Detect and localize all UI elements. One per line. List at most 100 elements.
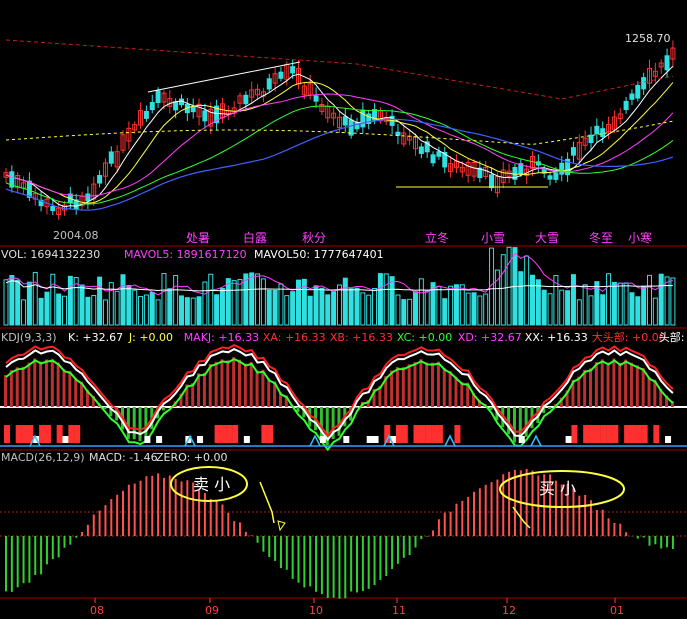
candle	[149, 101, 155, 111]
volume-bar	[641, 285, 647, 326]
volume-bar	[32, 271, 38, 326]
kdj-red-bar	[571, 379, 575, 407]
ma60-line	[5, 118, 674, 211]
kdj-top-block	[44, 425, 51, 443]
volume-bar	[518, 271, 524, 326]
kdj-top-block	[395, 425, 402, 443]
volume-bar	[114, 290, 120, 326]
mavol50-legend: MAVOL50: 1777647401	[254, 248, 384, 261]
candle	[448, 163, 454, 173]
kdj-red-bar	[431, 362, 435, 407]
candle	[290, 66, 296, 74]
kdj-top-block	[600, 425, 607, 443]
volume-bar	[243, 273, 249, 326]
kdj-green-bar	[337, 407, 341, 436]
candle	[214, 105, 220, 124]
kdj-top-block	[606, 425, 613, 443]
kdj-red-bar	[91, 395, 95, 407]
ma30-line	[5, 105, 674, 205]
volume-bar	[658, 273, 664, 326]
kdj-mark-block	[243, 436, 250, 443]
kdj-legend-item: K: +32.67	[68, 331, 123, 344]
volume-bar	[319, 287, 325, 326]
volume-bar	[155, 299, 161, 326]
kdj-red-bar	[243, 363, 247, 407]
kdj-legend-item: XD: +32.67	[458, 331, 522, 344]
kdj-red-bar	[15, 367, 19, 407]
kdj-red-bar	[284, 395, 288, 407]
kdj-red-bar	[220, 359, 224, 407]
kdj-green-bar	[548, 407, 552, 410]
candle	[342, 116, 348, 126]
solar-term-label: 大雪	[535, 231, 559, 245]
volume-bar	[325, 294, 331, 326]
kdj-mark-block	[319, 436, 326, 443]
volume-bar	[453, 284, 459, 326]
sell-annotation-text: 卖 小	[193, 475, 230, 494]
kdj-mark-block	[144, 436, 151, 443]
candle	[255, 88, 261, 96]
kdj-red-bar	[635, 365, 639, 407]
candle	[623, 100, 629, 110]
volume-bar	[21, 299, 27, 326]
volume-bar	[260, 278, 266, 326]
kdj-mark-block	[390, 436, 397, 443]
kdj-red-bar	[425, 362, 429, 407]
volume-bar	[331, 291, 337, 326]
candle	[565, 158, 571, 176]
candle	[9, 171, 15, 188]
candle	[319, 103, 325, 112]
kdj-top-block	[629, 425, 636, 443]
candle	[354, 121, 360, 130]
kdj-red-bar	[600, 359, 604, 407]
kdj-green-bar	[161, 407, 165, 411]
volume-bar	[588, 295, 594, 326]
kdj-red-bar	[577, 376, 581, 407]
volume-bar	[547, 293, 553, 326]
macd-params-legend: MACD(26,12,9)	[1, 451, 85, 464]
volume-bar	[524, 255, 530, 326]
kdj-red-bar	[273, 381, 277, 407]
candle	[278, 71, 284, 79]
candle	[155, 90, 161, 104]
kdj-top-block	[214, 425, 221, 443]
kdj-red-bar	[618, 363, 622, 407]
candle	[138, 109, 144, 126]
kdj-green-bar	[319, 407, 323, 439]
kdj-red-bar	[202, 372, 206, 407]
volume-bar	[138, 296, 144, 326]
volume-bar	[67, 275, 73, 326]
volume-bar	[372, 288, 378, 326]
volume-bar	[430, 282, 436, 326]
kdj-legend-item: XB: +16.33	[330, 331, 393, 344]
ma250-line	[5, 39, 673, 100]
volume-bar	[307, 295, 313, 326]
kdj-red-bar	[4, 375, 7, 407]
kdj-green-bar	[331, 407, 335, 440]
candle	[430, 154, 436, 164]
candle	[301, 85, 307, 96]
volume-bar	[219, 287, 225, 326]
kdj-legend-item: XA: +16.33	[263, 331, 326, 344]
kdj-red-bar	[641, 368, 645, 407]
volume-bar	[377, 273, 383, 326]
volume-bar	[459, 284, 465, 326]
kdj-top-block	[21, 425, 28, 443]
candle	[582, 137, 588, 146]
kdj-red-bar	[44, 359, 48, 407]
kdj-red-bar	[232, 357, 236, 407]
candle	[494, 176, 500, 194]
kdj-red-bar	[559, 397, 563, 407]
kdj-red-bar	[226, 360, 230, 407]
kdj-bottom-marker	[444, 434, 456, 447]
volume-bar	[231, 280, 237, 326]
volume-bar	[108, 282, 114, 326]
volume-bar	[611, 281, 617, 326]
candle	[120, 134, 126, 151]
kdj-top-block	[413, 425, 420, 443]
candle	[32, 192, 38, 200]
candle	[202, 110, 208, 122]
kdj-top-block	[226, 425, 233, 443]
volume-bar	[336, 284, 342, 326]
